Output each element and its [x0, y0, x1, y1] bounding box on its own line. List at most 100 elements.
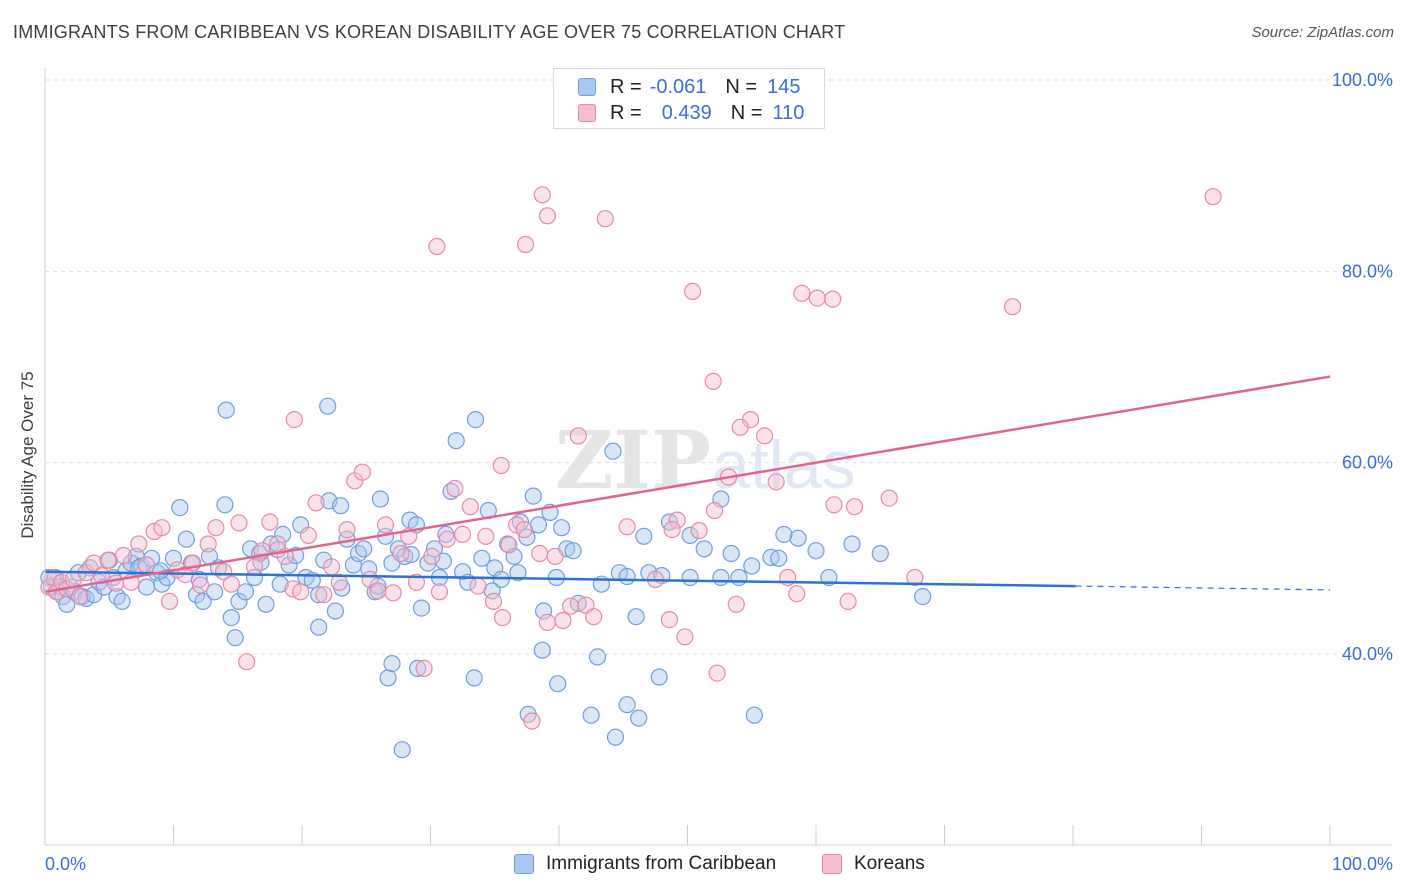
- data-point: [552, 519, 571, 537]
- data-point: [371, 490, 389, 508]
- data-point: [438, 530, 456, 548]
- watermark-light: atlas: [712, 427, 856, 503]
- legend-row-caribbean: R = -0.061 N = 145: [578, 76, 800, 98]
- data-point: [161, 592, 179, 611]
- trend-line-caribbean: [44, 570, 1076, 588]
- data-point: [1204, 188, 1222, 206]
- data-point: [825, 496, 843, 514]
- data-point: [727, 595, 745, 613]
- data-point: [230, 592, 248, 611]
- data-point: [569, 427, 587, 445]
- data-point: [177, 530, 195, 548]
- trend-line-caribbean-extension: [1075, 585, 1331, 591]
- data-point: [880, 489, 898, 507]
- data-point: [153, 519, 171, 537]
- data-point: [310, 618, 328, 636]
- data-point: [454, 563, 472, 581]
- data-point: [618, 696, 636, 714]
- data-point: [292, 583, 310, 601]
- legend-n-label: N =: [725, 75, 758, 98]
- data-point: [261, 513, 279, 531]
- data-point: [222, 608, 240, 627]
- data-point: [338, 520, 356, 539]
- data-point: [412, 599, 431, 617]
- data-point: [730, 568, 748, 587]
- data-point: [533, 186, 551, 204]
- data-point: [604, 442, 622, 460]
- correlation-legend: R = -0.061 N = 145 R = 0.439 N = 110: [553, 68, 825, 129]
- data-point: [808, 289, 826, 307]
- data-point: [839, 592, 857, 611]
- data-point: [871, 544, 889, 563]
- bottom-legend-swatch-pink: [822, 854, 842, 874]
- data-point: [533, 641, 551, 659]
- data-point: [618, 518, 636, 536]
- data-point: [708, 664, 726, 682]
- trend-line-koreans: [44, 375, 1331, 594]
- data-point: [843, 535, 861, 553]
- data-point: [793, 284, 811, 302]
- data-point: [58, 595, 76, 613]
- data-point: [469, 577, 487, 595]
- data-point: [465, 669, 483, 687]
- data-point: [531, 544, 549, 563]
- chart-title: IMMIGRANTS FROM CARIBBEAN VS KOREAN DISA…: [13, 22, 846, 42]
- data-point: [257, 595, 275, 613]
- data-point: [216, 496, 234, 514]
- data-point: [683, 282, 702, 300]
- data-point: [681, 526, 699, 545]
- legend-r-label: R =: [610, 75, 642, 98]
- data-point: [606, 728, 625, 746]
- data-point: [454, 525, 472, 544]
- legend-swatch-blue: [578, 78, 596, 96]
- data-point: [676, 628, 694, 646]
- data-point: [695, 540, 713, 558]
- tick-labels: 40.0% 60.0% 80.0% 100.0% 0.0% 100.0%: [45, 70, 1393, 874]
- data-point: [379, 669, 397, 687]
- legend-r-label: R =: [610, 101, 642, 124]
- data-point: [473, 549, 491, 567]
- data-point: [745, 706, 763, 724]
- data-point: [538, 613, 557, 632]
- bottom-legend-label: Koreans: [854, 853, 925, 874]
- data-point: [319, 397, 337, 415]
- data-point: [217, 401, 235, 419]
- bottom-legend-caribbean: Immigrants from Caribbean: [514, 852, 776, 876]
- data-point: [906, 568, 924, 587]
- data-point: [207, 519, 225, 537]
- data-point: [596, 210, 614, 228]
- data-point: [767, 473, 785, 491]
- bottom-legend-label: Immigrants from Caribbean: [546, 853, 777, 874]
- data-point: [137, 578, 156, 596]
- data-point: [107, 574, 125, 592]
- data-point: [564, 542, 582, 560]
- data-point: [546, 547, 564, 566]
- chart-source: Source: ZipAtlas.com: [1251, 24, 1394, 41]
- data-point: [384, 584, 402, 602]
- data-point: [383, 654, 401, 673]
- data-point: [743, 557, 761, 575]
- data-point: [369, 582, 387, 600]
- data-point: [775, 525, 793, 544]
- data-point: [330, 573, 348, 591]
- data-point: [447, 432, 465, 450]
- data-point: [1003, 298, 1022, 316]
- data-point: [392, 544, 410, 563]
- data-point: [222, 575, 240, 593]
- data-point: [770, 549, 788, 567]
- bottom-legend-swatch-blue: [514, 854, 534, 874]
- data-point: [704, 372, 722, 390]
- data-point: [650, 668, 668, 686]
- y-tick-label: 40.0%: [1342, 644, 1393, 664]
- data-point: [236, 583, 255, 601]
- data-point: [71, 587, 89, 606]
- data-point: [477, 527, 495, 545]
- data-point: [446, 479, 464, 498]
- data-point: [582, 706, 600, 724]
- data-point: [663, 520, 681, 539]
- data-point: [547, 568, 566, 587]
- axes: [44, 68, 1392, 846]
- y-tick-label: 60.0%: [1342, 453, 1393, 473]
- data-point: [524, 487, 542, 505]
- data-point: [627, 608, 645, 626]
